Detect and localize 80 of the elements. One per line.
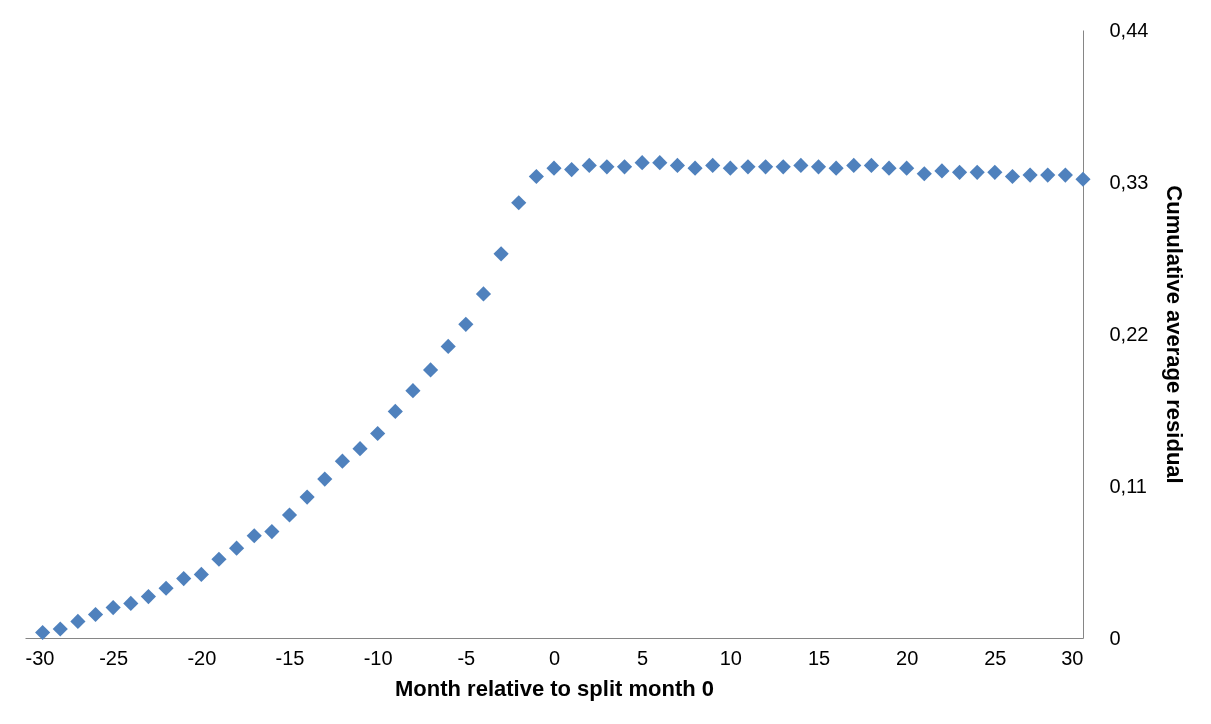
x-tick-label: -20 bbox=[187, 646, 217, 669]
point bbox=[458, 316, 474, 332]
point bbox=[758, 159, 774, 175]
point bbox=[987, 164, 1003, 180]
point bbox=[810, 159, 827, 175]
x-tick-label: -10 bbox=[363, 646, 393, 669]
point bbox=[140, 588, 157, 605]
x-tick-label: 10 bbox=[719, 646, 742, 669]
x-tick-label: 25 bbox=[984, 646, 1007, 669]
point bbox=[775, 159, 791, 175]
point bbox=[299, 489, 315, 505]
point bbox=[1004, 168, 1021, 185]
point bbox=[246, 528, 262, 544]
point bbox=[687, 160, 703, 176]
point bbox=[87, 606, 104, 623]
point bbox=[123, 595, 139, 612]
point bbox=[740, 159, 756, 175]
point bbox=[705, 157, 721, 173]
point bbox=[899, 160, 915, 176]
point bbox=[581, 157, 597, 173]
point bbox=[863, 157, 879, 173]
y-axis-title: Cumulative average residual bbox=[1162, 185, 1188, 484]
point bbox=[281, 507, 298, 523]
point bbox=[52, 621, 68, 637]
point bbox=[193, 566, 209, 583]
point bbox=[440, 338, 456, 355]
point bbox=[951, 164, 968, 180]
x-tick-label: 30 bbox=[1061, 646, 1084, 669]
point bbox=[70, 613, 86, 629]
y-tick-label: 0,44 bbox=[1109, 18, 1149, 41]
point bbox=[511, 195, 527, 211]
x-axis-title: Month relative to split month 0 bbox=[394, 675, 715, 701]
point bbox=[934, 163, 950, 179]
x-tick-label: 5 bbox=[637, 646, 649, 669]
point bbox=[405, 383, 421, 399]
point bbox=[35, 624, 51, 641]
x-tick-label: -30 bbox=[25, 646, 55, 669]
point bbox=[229, 540, 245, 556]
point bbox=[669, 157, 686, 173]
point bbox=[1040, 167, 1056, 183]
point bbox=[211, 551, 227, 567]
point bbox=[264, 524, 280, 540]
point bbox=[881, 160, 897, 176]
point bbox=[176, 571, 192, 587]
point bbox=[105, 600, 121, 616]
point bbox=[722, 160, 738, 176]
point bbox=[370, 425, 386, 442]
point bbox=[969, 164, 985, 180]
point bbox=[422, 362, 439, 378]
point bbox=[1057, 167, 1073, 183]
point bbox=[828, 160, 844, 176]
x-tick-label: 15 bbox=[807, 646, 831, 669]
point bbox=[1075, 171, 1091, 187]
point bbox=[493, 246, 509, 262]
x-tick-label: -5 bbox=[457, 646, 476, 669]
point bbox=[546, 160, 562, 176]
point bbox=[916, 166, 932, 182]
point bbox=[652, 155, 668, 171]
point bbox=[634, 155, 650, 171]
point bbox=[475, 286, 492, 302]
point bbox=[387, 403, 403, 419]
point bbox=[599, 159, 615, 175]
point bbox=[793, 157, 809, 173]
y-tick-label: 0,33 bbox=[1109, 170, 1149, 193]
x-tick-label: -25 bbox=[99, 646, 129, 669]
point bbox=[317, 471, 333, 487]
point bbox=[158, 580, 174, 596]
x-tick-label: -15 bbox=[275, 646, 305, 669]
point bbox=[528, 168, 544, 185]
point bbox=[334, 453, 350, 469]
point bbox=[352, 441, 368, 457]
point bbox=[564, 161, 580, 178]
point bbox=[616, 159, 633, 175]
y-tick-label: 0 bbox=[1109, 626, 1121, 649]
y-tick-label: 0,11 bbox=[1109, 474, 1147, 497]
point bbox=[846, 157, 862, 173]
x-tick-label: 20 bbox=[896, 646, 919, 669]
point bbox=[1022, 167, 1038, 183]
x-tick-label: 0 bbox=[548, 646, 561, 669]
y-tick-label: 0,22 bbox=[1109, 322, 1149, 345]
